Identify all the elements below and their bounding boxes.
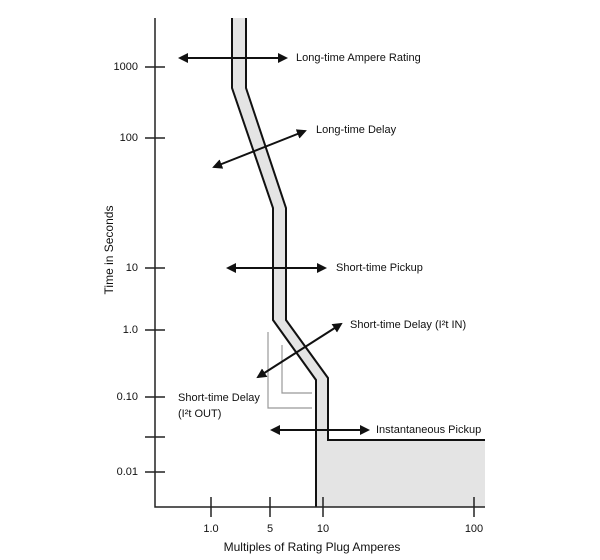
annotation: Long-time Delay bbox=[316, 124, 397, 136]
y-tick-label: 1.0 bbox=[123, 324, 138, 336]
x-ticks bbox=[210, 497, 475, 517]
arrow bbox=[256, 322, 343, 379]
annotation: Short-time Pickup bbox=[336, 262, 423, 274]
band-right-edge bbox=[245, 18, 485, 441]
x-tick-label: 10 bbox=[317, 523, 329, 535]
x-tick-label: 5 bbox=[267, 523, 273, 535]
annotation: Short-time Delay (I²t IN) bbox=[350, 319, 466, 331]
annotation: Long-time Ampere Rating bbox=[296, 52, 421, 64]
x-tick-label: 100 bbox=[465, 523, 483, 535]
annotation: Instantaneous Pickup bbox=[376, 424, 481, 436]
x-axis-label: Multiples of Rating Plug Amperes bbox=[224, 540, 401, 554]
annotation: (I²t OUT) bbox=[178, 408, 221, 420]
y-axis-label: Time in Seconds bbox=[102, 206, 116, 295]
axes bbox=[154, 18, 485, 508]
arrow bbox=[212, 129, 307, 169]
y-tick-label: 0.01 bbox=[117, 466, 138, 478]
y-tick-label: 10 bbox=[126, 262, 138, 274]
trip-band bbox=[232, 18, 485, 507]
y-ticks bbox=[145, 66, 165, 473]
annotation: Short-time Delay bbox=[178, 392, 260, 404]
x-tick-label: 1.0 bbox=[203, 523, 218, 535]
y-tick-label: 100 bbox=[120, 132, 138, 144]
y-tick-label: 1000 bbox=[114, 61, 138, 73]
y-tick-label: 0.10 bbox=[117, 391, 138, 403]
